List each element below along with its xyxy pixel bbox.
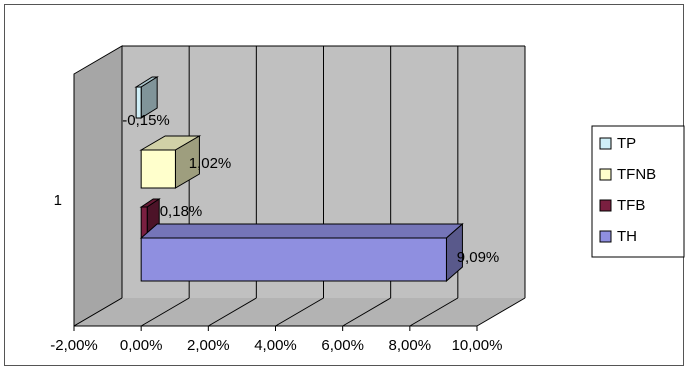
side-wall xyxy=(73,45,123,327)
bar-tfb xyxy=(140,206,148,238)
legend-swatch-tp xyxy=(599,137,612,150)
bar-top-th xyxy=(139,223,464,239)
floor-gridline xyxy=(140,297,190,327)
x-tick-label: 10,00% xyxy=(452,337,503,354)
floor-gridline xyxy=(409,297,459,327)
data-label-tp: -0,15% xyxy=(122,112,170,129)
legend-label-tp: TP xyxy=(617,135,636,152)
x-tick-label: 8,00% xyxy=(389,337,432,354)
x-tick-label: -2,00% xyxy=(50,337,98,354)
bar-tfnb xyxy=(140,149,176,189)
floor-gridline xyxy=(73,297,123,327)
bar-th xyxy=(140,237,447,282)
legend-swatch-tfb xyxy=(599,199,612,212)
x-tick-label: 6,00% xyxy=(321,337,364,354)
data-label-th: 9,09% xyxy=(457,249,500,266)
floor-gridline xyxy=(275,297,324,327)
legend-swatch-tfnb xyxy=(599,168,612,181)
x-tick-label: 2,00% xyxy=(187,337,230,354)
legend-label-th: TH xyxy=(617,228,637,245)
legend-label-tfnb: TFNB xyxy=(617,166,656,183)
category-label: 1 xyxy=(54,192,62,209)
data-label-tfb: 0,18% xyxy=(160,203,203,220)
floor-gridline xyxy=(342,297,391,327)
x-tick-label: 0,00% xyxy=(120,337,163,354)
floor-gridline xyxy=(476,297,526,327)
x-tick-label: 4,00% xyxy=(254,337,297,354)
legend-swatch-th xyxy=(599,230,612,243)
data-label-tfnb: 1,02% xyxy=(189,155,232,172)
bar-tp xyxy=(135,86,142,119)
floor-gridline xyxy=(208,297,257,327)
legend-label-tfb: TFB xyxy=(617,197,645,214)
